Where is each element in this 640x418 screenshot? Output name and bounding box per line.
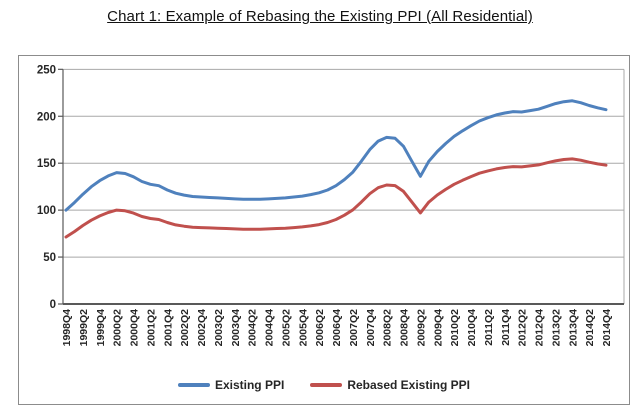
x-axis-label-2001Q2: 2001Q2	[145, 309, 157, 347]
x-axis-label-2006Q4: 2006Q4	[331, 309, 343, 347]
x-axis-label-2001Q4: 2001Q4	[162, 309, 174, 347]
chart-title: Chart 1: Example of Rebasing the Existin…	[107, 8, 533, 25]
legend-label-existing-ppi: Existing PPI	[214, 378, 285, 392]
x-axis-label-2011Q4: 2011Q4	[500, 309, 512, 346]
x-axis-label-2005Q4: 2005Q4	[297, 309, 309, 347]
y-axis-label-0: 0	[50, 299, 56, 311]
x-axis-label-2014Q4: 2014Q4	[601, 309, 613, 347]
legend-label-rebased-existing-ppi: Rebased Existing PPI	[347, 378, 471, 392]
x-axis-label-2009Q2: 2009Q2	[415, 309, 427, 347]
legend-item-rebased-existing-ppi: Rebased Existing PPI	[310, 378, 470, 392]
x-axis-label-2007Q2: 2007Q2	[348, 309, 360, 347]
x-axis-label-2014Q2: 2014Q2	[584, 309, 596, 347]
existing-ppi-line-swatch	[177, 383, 210, 387]
x-axis-label-2012Q2: 2012Q2	[517, 309, 529, 347]
legend-item-existing-ppi: Existing PPI	[177, 378, 285, 392]
x-axis-label-2004Q2: 2004Q2	[247, 309, 259, 347]
x-axis-label-2008Q2: 2008Q2	[382, 309, 394, 347]
chart-frame: 0 50 100 150 200 250 1998Q4 1999Q2 1999Q4 2000Q2 2…	[18, 55, 630, 405]
y-axis-label-50: 50	[43, 252, 56, 264]
x-axis-label-1999Q4: 1999Q4	[95, 309, 107, 347]
chart-legend: Existing PPI Rebased Existing PPI	[19, 378, 629, 392]
x-axis-label-2013Q4: 2013Q4	[567, 309, 579, 347]
x-axis-label-2011Q2: 2011Q2	[483, 309, 495, 346]
y-axis-label-100: 100	[37, 205, 56, 217]
x-axis-label-2002Q4: 2002Q4	[196, 309, 208, 347]
y-axis-label-200: 200	[37, 111, 56, 123]
x-axis-label-1999Q2: 1999Q2	[78, 309, 90, 347]
x-axis-label-2002Q2: 2002Q2	[179, 309, 191, 347]
x-axis-label-2013Q2: 2013Q2	[550, 309, 562, 347]
x-axis-label-2006Q2: 2006Q2	[314, 309, 326, 347]
x-axis-label-2005Q2: 2005Q2	[280, 309, 292, 347]
x-axis-label-2004Q4: 2004Q4	[264, 309, 276, 347]
x-axis-label-2000Q4: 2000Q4	[129, 309, 141, 347]
x-axis-label-2007Q4: 2007Q4	[365, 309, 377, 347]
x-axis-label-2010Q4: 2010Q4	[466, 309, 478, 347]
x-axis-label-1998Q4: 1998Q4	[61, 309, 73, 347]
x-axis-label-2000Q2: 2000Q2	[112, 309, 124, 347]
y-axis-label-150: 150	[37, 158, 56, 170]
x-axis-label-2009Q4: 2009Q4	[432, 309, 444, 347]
rebased-existing-ppi-line-swatch	[310, 383, 343, 387]
x-axis-label-2008Q4: 2008Q4	[399, 309, 411, 347]
x-axis-label-2003Q4: 2003Q4	[230, 309, 242, 347]
x-axis-label-2003Q2: 2003Q2	[213, 309, 225, 347]
x-axis-label-2010Q2: 2010Q2	[449, 309, 461, 347]
x-axis-label-2012Q4: 2012Q4	[534, 309, 546, 347]
series-line-existing-ppi	[64, 99, 608, 212]
chart-canvas: 0 50 100 150 200 250 1998Q4 1999Q2 1999Q4 2000Q2 2…	[37, 64, 625, 347]
y-axis-label-250: 250	[37, 64, 56, 76]
series-line-rebased-existing-ppi	[64, 157, 608, 239]
